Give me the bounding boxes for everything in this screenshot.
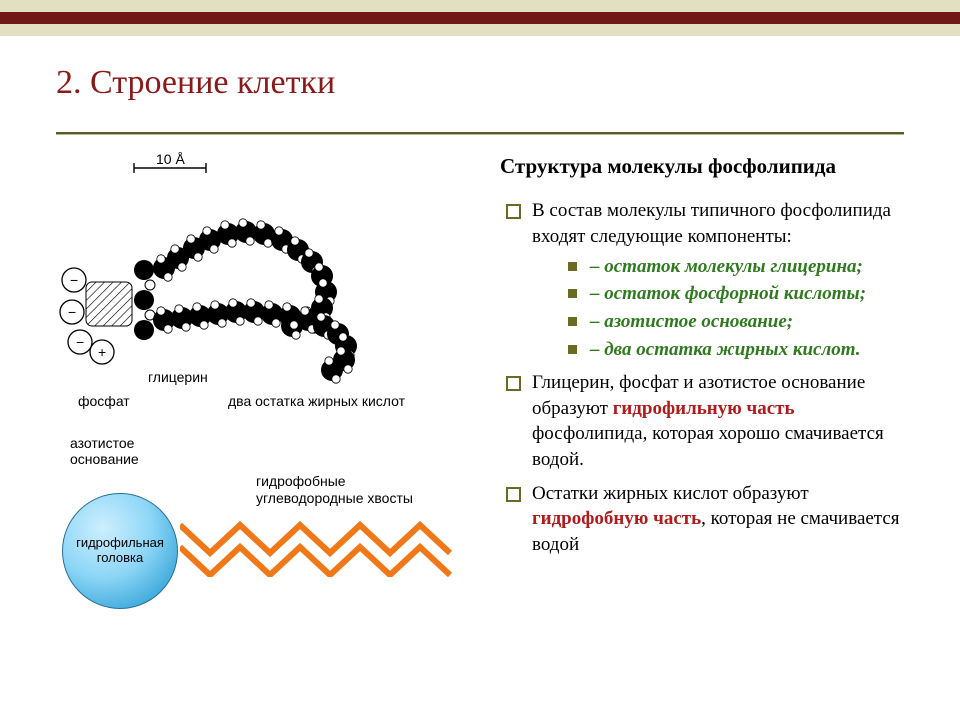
components-list: – остаток молекулы глицерина;– остаток ф… (532, 254, 904, 363)
label-phosphate: фосфат (78, 393, 130, 409)
intro-item: В состав молекулы типичного фосфолипида … (506, 198, 904, 362)
bar-3 (0, 24, 960, 36)
hydrophobic-tails-icon (180, 519, 470, 577)
scale-label: 10 Å (156, 152, 185, 167)
label-glycerin: глицерин (148, 369, 208, 385)
title-underline (56, 132, 904, 134)
molecule-head: − − − + (60, 260, 155, 364)
bar-1 (0, 0, 960, 12)
svg-text:+: + (98, 344, 106, 360)
phospholipid-schematic: гидрофобные углеводородные хвосты гидроф… (56, 473, 476, 633)
text-column: Структура молекулы фосфолипида В состав … (500, 152, 904, 633)
hydrophilic-head-icon: гидрофильная головка (62, 493, 178, 609)
svg-text:−: − (70, 272, 78, 288)
svg-text:−: − (68, 304, 76, 320)
component-item: – остаток фосфорной кислоты; (568, 281, 904, 307)
figure-column: 10 Å − (56, 152, 476, 633)
subtitle: Структура молекулы фосфолипида (500, 152, 904, 180)
svg-text:−: − (76, 334, 84, 350)
para-hydrophobic: Остатки жирных кислот образуют гидрофобн… (506, 481, 904, 558)
component-item: – азотистое основание; (568, 309, 904, 335)
tails-label: гидрофобные углеводородные хвосты (256, 473, 413, 507)
para-hydrophilic: Глицерин, фосфат и азотистое основание о… (506, 370, 904, 473)
molecule-figure: 10 Å − (56, 152, 476, 432)
bar-2 (0, 12, 960, 24)
label-two-tails: два остатка жирных кислот (228, 393, 406, 409)
component-item: – остаток молекулы глицерина; (568, 254, 904, 280)
component-item: – два остатка жирных кислот. (568, 337, 904, 363)
slide-title: 2. Строение клетки (56, 64, 904, 102)
top-bars (0, 0, 960, 36)
slide-content: 2. Строение клетки 10 Å (0, 36, 960, 633)
label-nitro-base: азотистое основание (70, 435, 476, 467)
